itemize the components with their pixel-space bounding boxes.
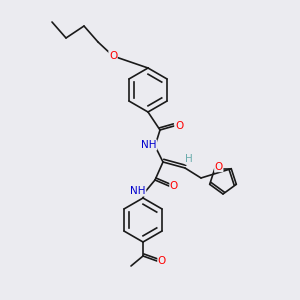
Text: H: H xyxy=(185,154,193,164)
Text: NH: NH xyxy=(141,140,157,150)
Text: O: O xyxy=(109,51,117,61)
Text: NH: NH xyxy=(130,186,146,196)
Text: O: O xyxy=(158,256,166,266)
Text: O: O xyxy=(175,121,183,131)
Text: O: O xyxy=(170,181,178,191)
Text: O: O xyxy=(214,162,223,172)
